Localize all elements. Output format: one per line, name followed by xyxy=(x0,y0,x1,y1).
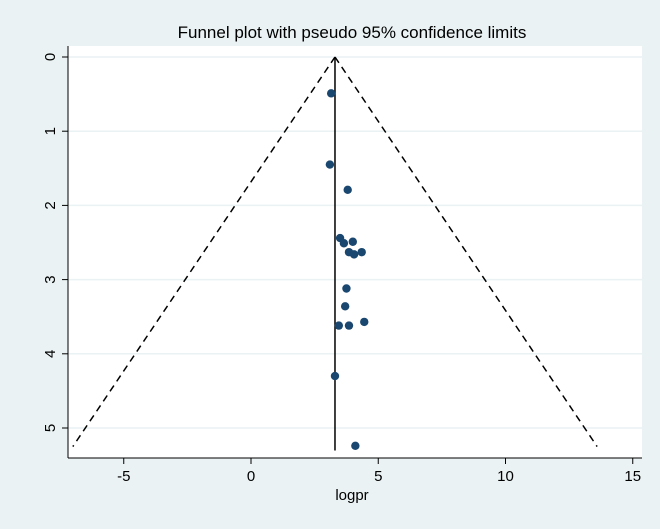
lower-ci-line xyxy=(72,56,336,447)
data-point xyxy=(330,371,340,381)
confidence-limits xyxy=(72,56,598,451)
x-tick-label: 0 xyxy=(247,468,255,485)
data-points xyxy=(325,89,369,451)
y-tick-label: 3 xyxy=(42,275,59,283)
data-point xyxy=(342,284,351,293)
data-point xyxy=(348,237,357,246)
y-tick-label: 2 xyxy=(42,201,59,209)
data-point xyxy=(339,239,349,248)
data-point xyxy=(343,185,352,195)
x-tick-label: 5 xyxy=(374,468,382,485)
x-tick-label: -5 xyxy=(117,468,130,485)
upper-ci-line xyxy=(334,56,598,447)
x-axis-label: logpr xyxy=(335,487,368,504)
data-point xyxy=(340,302,350,311)
data-point xyxy=(360,317,369,327)
y-tick-label: 0 xyxy=(42,53,59,61)
data-point xyxy=(344,321,354,330)
data-point xyxy=(326,89,336,98)
y-tick-label: 5 xyxy=(42,424,59,432)
y-tick-label: 4 xyxy=(42,350,59,358)
axes: -5 0 5 10 15 0 1 2 3 4 5 xyxy=(42,46,642,485)
data-point xyxy=(325,160,335,169)
data-point xyxy=(349,250,359,259)
y-tick-label: 1 xyxy=(42,127,59,135)
gridlines xyxy=(68,56,642,429)
data-point xyxy=(357,247,366,257)
data-point xyxy=(351,441,360,451)
data-point xyxy=(334,321,344,330)
chart-title: Funnel plot with pseudo 95% confidence l… xyxy=(178,23,527,42)
x-tick-label: 10 xyxy=(497,468,514,485)
x-tick-label: 15 xyxy=(624,468,641,485)
